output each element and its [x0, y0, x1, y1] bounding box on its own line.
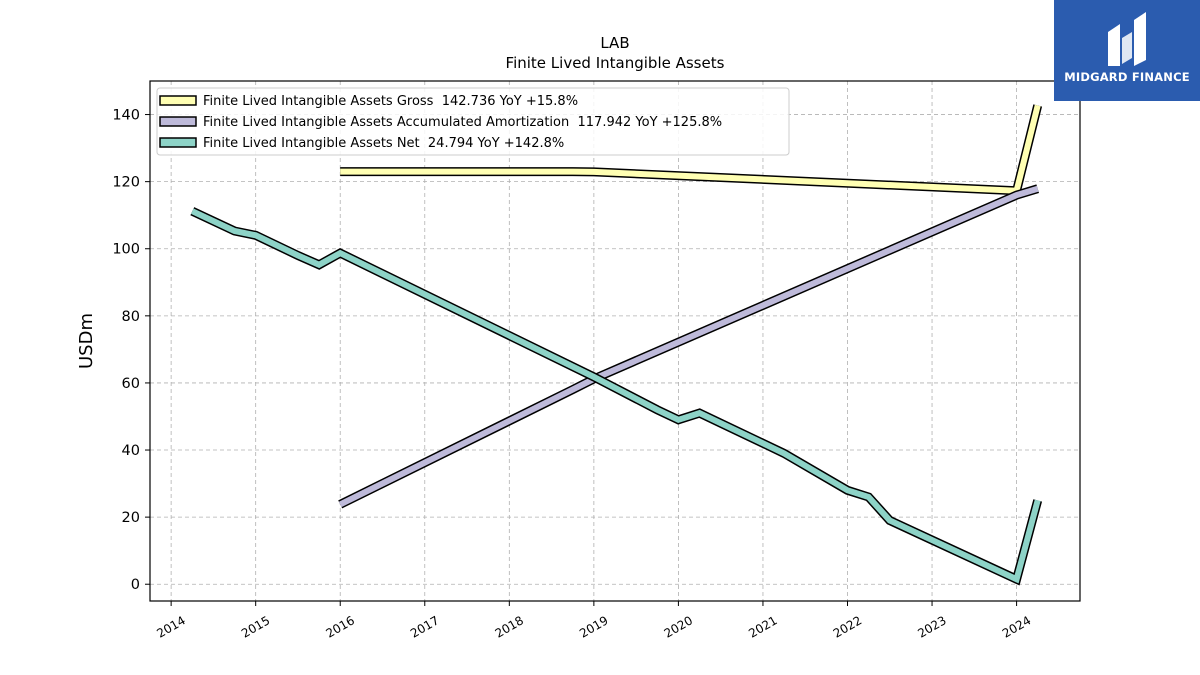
x-tick-label: 2023 [915, 613, 948, 640]
x-tick-label: 2018 [493, 613, 526, 640]
brand-name: MIDGARD FINANCE [1064, 70, 1190, 84]
x-tick-label: 2019 [577, 613, 610, 640]
legend-label-0: Finite Lived Intangible Assets Gross 142… [203, 94, 578, 109]
x-tick-label: 2017 [408, 613, 441, 640]
y-tick-label: 80 [122, 309, 140, 325]
y-tick-label: 120 [112, 175, 140, 191]
legend-label-2: Finite Lived Intangible Assets Net 24.79… [203, 136, 564, 151]
brand-logo: MIDGARD FINANCE [1054, 0, 1200, 101]
y-tick-label: 140 [112, 108, 140, 124]
x-tick-label: 2015 [239, 613, 272, 640]
plot-frame [149, 80, 1081, 602]
legend-swatch-1 [159, 116, 197, 127]
legend-box [156, 87, 790, 156]
y-tick-label: 0 [131, 577, 140, 593]
legend-swatch-2 [159, 137, 197, 148]
chart-title: LAB [600, 34, 629, 52]
grid [150, 81, 1080, 601]
chart-subtitle: Finite Lived Intangible Assets [506, 54, 725, 72]
legend: Finite Lived Intangible Assets Gross 142… [156, 87, 790, 156]
x-tick-label: 2021 [746, 613, 779, 640]
series-line-0 [340, 104, 1041, 194]
legend-swatch-0 [159, 95, 197, 106]
x-tick-label: 2014 [154, 613, 187, 640]
midgard-logo-icon [1108, 12, 1146, 66]
x-tick-label: 2016 [324, 613, 357, 640]
y-tick-label: 20 [122, 510, 140, 526]
y-tick-label: 100 [112, 242, 140, 258]
x-tick-label: 2024 [1000, 613, 1033, 640]
series-line-2 [191, 208, 1041, 584]
y-tick-label: 40 [122, 443, 140, 459]
x-tick-label: 2020 [662, 613, 695, 640]
x-tick-label: 2022 [831, 613, 864, 640]
series-layer [190, 104, 1043, 586]
series-outline-1 [338, 184, 1040, 509]
y-tick-label: 60 [122, 376, 140, 392]
legend-label-1: Finite Lived Intangible Assets Accumulat… [203, 115, 722, 130]
y-axis-label: USDm [76, 313, 97, 369]
